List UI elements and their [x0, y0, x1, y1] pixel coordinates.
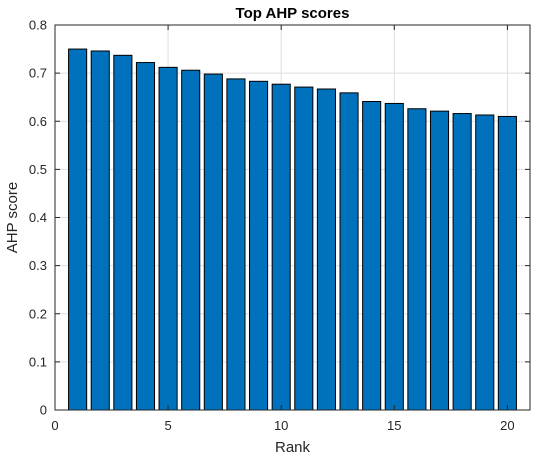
bar-rank-13	[339, 92, 359, 411]
bar-rank-2	[90, 50, 110, 411]
x-tick-label: 5	[164, 418, 171, 433]
bar-rank-7	[203, 73, 223, 411]
bar-rank-4	[135, 62, 156, 411]
x-axis-label: Rank	[275, 439, 311, 456]
bar-rank-12	[316, 88, 336, 411]
y-tick-label: 0.4	[29, 210, 47, 225]
bar-rank-10	[271, 83, 291, 411]
y-tick-label: 0.2	[29, 306, 47, 321]
bar-rank-16	[407, 108, 427, 411]
chart-title: Top AHP scores	[236, 5, 350, 22]
axis-ticks: 0 5 10 15 20 0 0.1 0.2 0.3 0.4 0.5 0.6 0.7 0.8	[29, 18, 530, 433]
y-tick-label: 0.3	[29, 258, 47, 273]
bar-rank-5	[158, 66, 178, 411]
bar-rank-11	[294, 86, 314, 411]
x-tick-label: 10	[274, 418, 288, 433]
y-tick-label: 0.6	[29, 114, 47, 129]
bar-rank-15	[384, 102, 404, 411]
x-tick-label: 15	[387, 418, 401, 433]
bar-rank-8	[226, 78, 246, 411]
bar-rank-1	[68, 48, 88, 411]
bar-rank-19	[475, 114, 495, 411]
bar-rank-9	[249, 80, 269, 411]
y-tick-label: 0	[40, 403, 47, 418]
y-tick-label: 0.8	[29, 18, 47, 33]
y-tick-label: 0.7	[29, 66, 47, 81]
x-tick-label: 0	[51, 418, 58, 433]
bar-rank-20	[497, 115, 517, 411]
bar-rank-17	[429, 110, 450, 411]
x-tick-label: 20	[500, 418, 514, 433]
bar-rank-6	[181, 69, 201, 411]
y-axis-label: AHP score	[4, 182, 21, 253]
bar-rank-3	[113, 54, 133, 411]
bar-rank-18	[452, 113, 472, 411]
bar-rank-14	[362, 101, 382, 411]
y-tick-label: 0.1	[29, 354, 47, 369]
y-tick-label: 0.5	[29, 162, 47, 177]
